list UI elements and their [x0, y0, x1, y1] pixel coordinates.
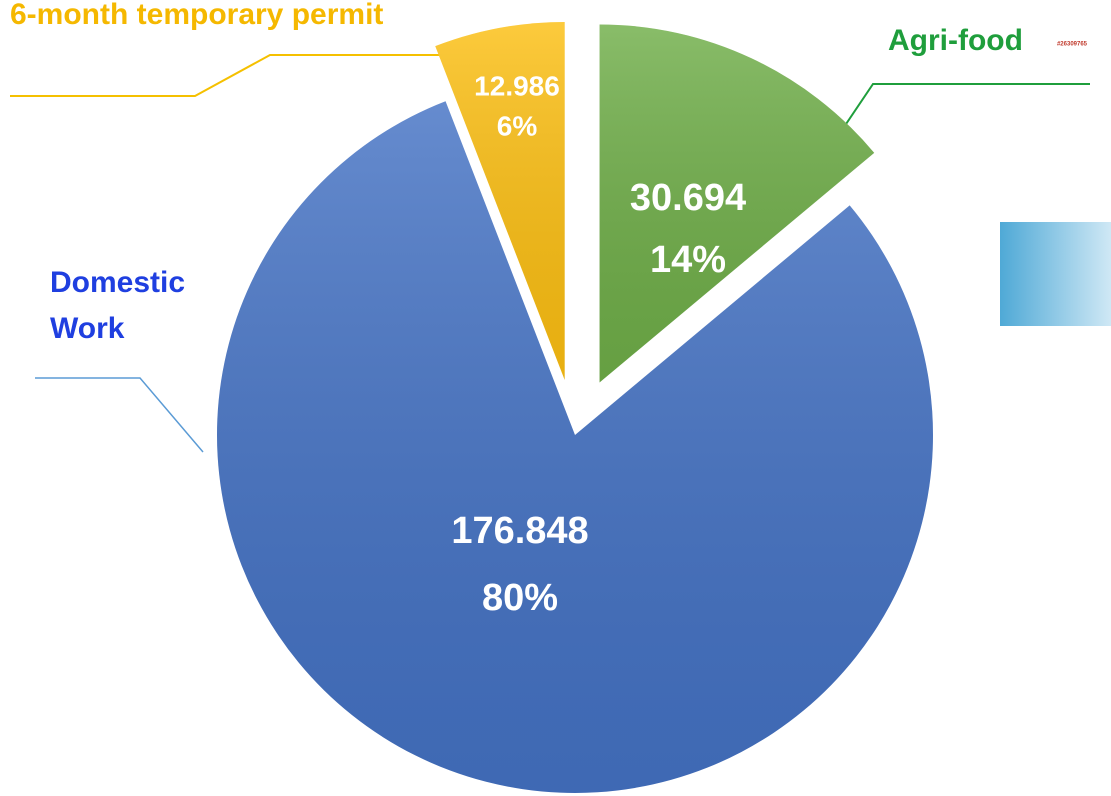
value-label: 176.848: [451, 510, 588, 552]
chart: 30.694 14% 176.848 80% 12.986 6% #26309765: [0, 0, 1111, 796]
slice-shade: [217, 101, 933, 793]
leader-line: [10, 55, 450, 96]
value-label: 30.694: [630, 177, 746, 219]
watermark: #26309765: [1057, 42, 1088, 48]
leader-line: [842, 84, 1090, 130]
category-label: Agri-food: [888, 18, 1023, 64]
decorative-photo: [1000, 222, 1111, 326]
page: 30.694 14% 176.848 80% 12.986 6% #26309765 Ag…: [0, 0, 1111, 796]
percent-label: 14%: [650, 239, 726, 281]
leader-line: [35, 378, 203, 452]
slices: [217, 22, 933, 793]
category-label: 6-month temporary permit: [10, 0, 430, 38]
category-label: Domestic Work: [50, 260, 250, 352]
percent-label: 80%: [482, 577, 558, 619]
value-label: 12.986: [474, 70, 560, 101]
percent-label: 6%: [497, 110, 538, 141]
